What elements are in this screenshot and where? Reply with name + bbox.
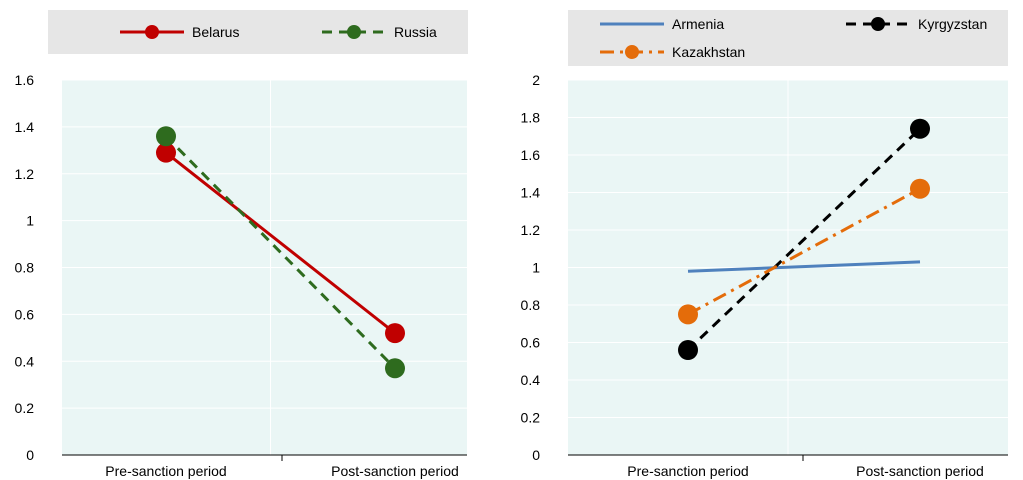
data-point-kazakhstan	[678, 304, 698, 325]
legend-marker-russia	[347, 25, 361, 39]
legend-box-right	[568, 10, 1008, 66]
y-tick-label: 1.6	[521, 147, 541, 163]
y-tick-label: 0.8	[15, 260, 35, 276]
series-line-armenia	[687, 260, 921, 273]
series-line-kyrgyzstan	[686, 127, 922, 352]
y-tick-label: 0.2	[521, 410, 541, 426]
data-point-russia	[156, 126, 176, 147]
chart-left: Belarus Russia 0 0.2 0.4 0.6 0.8 1 1.2 1.4 1.6 Pr…	[15, 10, 468, 479]
x-tick-label: Post-sanction period	[856, 463, 984, 479]
legend-label: Russia	[394, 24, 437, 40]
data-point-belarus	[156, 142, 176, 163]
y-tick-label: 0.8	[521, 297, 541, 313]
data-point-kazakhstan	[910, 178, 930, 199]
legend-marker-kazakhstan	[625, 45, 639, 59]
data-point-belarus	[385, 323, 405, 344]
x-tick-label: Pre-sanction period	[627, 463, 748, 479]
y-tick-label: 0.6	[15, 306, 35, 322]
y-tick-label: 0	[26, 447, 34, 463]
legend-label: Armenia	[672, 16, 724, 32]
chart-right: Armenia Kyrgyzstan Kazakhstan 0 0.2 0.4 0.6 0.…	[521, 10, 1008, 479]
y-tick-label: 0.6	[521, 335, 541, 351]
data-point-kyrgyzstan	[678, 340, 698, 360]
x-tick-label: Post-sanction period	[331, 463, 459, 479]
series-line-belarus	[165, 151, 396, 335]
series-line-russia	[164, 135, 397, 370]
y-tick-label: 0	[532, 447, 540, 463]
legend-label: Kyrgyzstan	[918, 16, 987, 32]
y-tick-label: 0.2	[15, 400, 35, 416]
legend-label: Kazakhstan	[672, 44, 745, 60]
y-tick-label: 1.2	[521, 222, 541, 238]
y-tick-label: 1.4	[521, 185, 541, 201]
legend-box-left	[48, 10, 468, 54]
legend-marker-belarus	[145, 25, 159, 39]
y-tick-label: 1.6	[15, 72, 35, 88]
y-tick-label: 1.8	[521, 110, 541, 126]
x-tick-label: Pre-sanction period	[105, 463, 226, 479]
legend-label: Belarus	[192, 24, 239, 40]
y-tick-label: 1.2	[15, 166, 35, 182]
y-tick-label: 1	[532, 260, 540, 276]
data-point-russia	[385, 358, 405, 379]
y-tick-label: 1	[26, 213, 34, 229]
y-tick-label: 2	[532, 72, 540, 88]
y-tick-label: 1.4	[15, 119, 35, 135]
y-tick-label: 0.4	[521, 372, 541, 388]
y-tick-label: 0.4	[15, 353, 35, 369]
data-point-kyrgyzstan	[910, 118, 930, 139]
legend-marker-kyrgyzstan	[871, 17, 885, 31]
